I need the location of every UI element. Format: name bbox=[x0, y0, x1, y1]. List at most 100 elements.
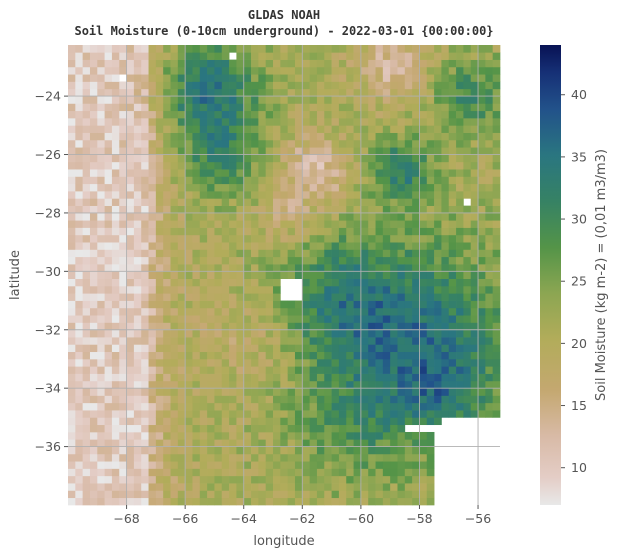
heatmap-cell bbox=[207, 278, 215, 287]
heatmap-cell bbox=[192, 366, 201, 374]
heatmap-cell bbox=[294, 439, 303, 447]
heatmap-cell bbox=[251, 96, 259, 104]
heatmap-cell bbox=[104, 417, 113, 426]
heatmap-cell bbox=[419, 118, 428, 126]
heatmap-cell bbox=[412, 88, 420, 97]
heatmap-cell bbox=[133, 139, 142, 148]
heatmap-cell bbox=[463, 351, 472, 360]
heatmap-cell bbox=[148, 315, 157, 323]
heatmap-cell bbox=[177, 293, 186, 301]
heatmap-cell bbox=[434, 249, 442, 258]
heatmap-cell bbox=[119, 322, 127, 331]
heatmap-cell bbox=[97, 103, 105, 112]
heatmap-cell bbox=[141, 271, 149, 279]
heatmap-cell bbox=[353, 497, 362, 506]
heatmap-cell bbox=[324, 468, 332, 477]
heatmap-cell bbox=[404, 242, 413, 250]
heatmap-cell bbox=[441, 176, 450, 185]
heatmap-cell bbox=[287, 439, 296, 447]
heatmap-cell bbox=[287, 227, 296, 236]
heatmap-cell bbox=[82, 59, 91, 68]
heatmap-cell bbox=[97, 249, 105, 258]
heatmap-cell bbox=[82, 220, 91, 228]
heatmap-cell bbox=[199, 278, 208, 287]
heatmap-cell bbox=[360, 337, 369, 345]
heatmap-cell bbox=[75, 249, 83, 258]
heatmap-cell bbox=[309, 96, 318, 104]
heatmap-cell bbox=[177, 344, 186, 353]
heatmap-cell bbox=[104, 103, 113, 112]
heatmap-cell bbox=[221, 410, 230, 418]
heatmap-cell bbox=[478, 212, 486, 221]
heatmap-cell bbox=[338, 191, 347, 199]
heatmap-cell bbox=[331, 147, 340, 155]
heatmap-cell bbox=[155, 329, 164, 338]
heatmap-cell bbox=[82, 366, 91, 374]
heatmap-cell bbox=[236, 45, 245, 53]
heatmap-cell bbox=[68, 439, 76, 447]
heatmap-cell bbox=[97, 88, 105, 97]
heatmap-cell bbox=[89, 490, 98, 499]
heatmap-cell bbox=[382, 402, 391, 411]
heatmap-cell bbox=[448, 147, 457, 155]
heatmap-cell bbox=[390, 329, 398, 338]
heatmap-cell bbox=[265, 198, 274, 206]
heatmap-cell bbox=[170, 373, 179, 382]
heatmap-cell bbox=[155, 410, 164, 418]
heatmap-cell bbox=[89, 220, 98, 228]
heatmap-cell bbox=[463, 264, 472, 272]
heatmap-cell bbox=[236, 118, 245, 126]
heatmap-cell bbox=[382, 483, 391, 491]
heatmap-cell bbox=[229, 125, 237, 133]
heatmap-cell bbox=[426, 271, 435, 279]
heatmap-cell bbox=[302, 453, 310, 462]
heatmap-cell bbox=[82, 402, 91, 411]
heatmap-cell bbox=[82, 176, 91, 185]
heatmap-cell bbox=[236, 198, 245, 206]
heatmap-cell bbox=[207, 249, 215, 258]
heatmap-cell bbox=[192, 125, 201, 133]
heatmap-cell bbox=[331, 271, 340, 279]
heatmap-cell bbox=[163, 337, 171, 345]
heatmap-cell bbox=[185, 344, 193, 353]
heatmap-cell bbox=[221, 81, 230, 90]
heatmap-cell bbox=[441, 388, 450, 396]
heatmap-cell bbox=[294, 475, 303, 484]
heatmap-cell bbox=[155, 52, 164, 60]
heatmap-cell bbox=[243, 161, 252, 170]
heatmap-cell bbox=[148, 118, 157, 126]
heatmap-cell bbox=[229, 278, 237, 287]
heatmap-cell bbox=[302, 198, 310, 206]
heatmap-cell bbox=[324, 81, 332, 90]
heatmap-cell bbox=[273, 74, 281, 82]
heatmap-cell bbox=[199, 139, 208, 148]
heatmap-cell bbox=[309, 52, 318, 60]
heatmap-cell bbox=[485, 52, 494, 60]
heatmap-cell bbox=[485, 300, 494, 309]
heatmap-cell bbox=[251, 74, 259, 82]
heatmap-cell bbox=[309, 322, 318, 331]
heatmap-cell bbox=[353, 315, 362, 323]
heatmap-cell bbox=[141, 52, 149, 60]
heatmap-cell bbox=[412, 322, 420, 331]
heatmap-cell bbox=[126, 446, 135, 455]
heatmap-cell bbox=[441, 300, 450, 309]
heatmap-cell bbox=[236, 212, 245, 221]
heatmap-cell bbox=[404, 380, 413, 389]
heatmap-cell bbox=[353, 161, 362, 170]
heatmap-cell bbox=[89, 395, 98, 404]
heatmap-cell bbox=[478, 74, 486, 82]
heatmap-cell bbox=[273, 242, 281, 250]
heatmap-cell bbox=[111, 271, 120, 279]
heatmap-cell bbox=[309, 169, 318, 177]
heatmap-cell bbox=[382, 118, 391, 126]
heatmap-cell bbox=[75, 410, 83, 418]
heatmap-cell bbox=[485, 212, 494, 221]
heatmap-cell bbox=[119, 147, 127, 155]
heatmap-cell bbox=[82, 125, 91, 133]
heatmap-cell bbox=[265, 242, 274, 250]
heatmap-cell bbox=[148, 285, 157, 294]
heatmap-cell bbox=[89, 234, 98, 243]
heatmap-cell bbox=[441, 169, 450, 177]
